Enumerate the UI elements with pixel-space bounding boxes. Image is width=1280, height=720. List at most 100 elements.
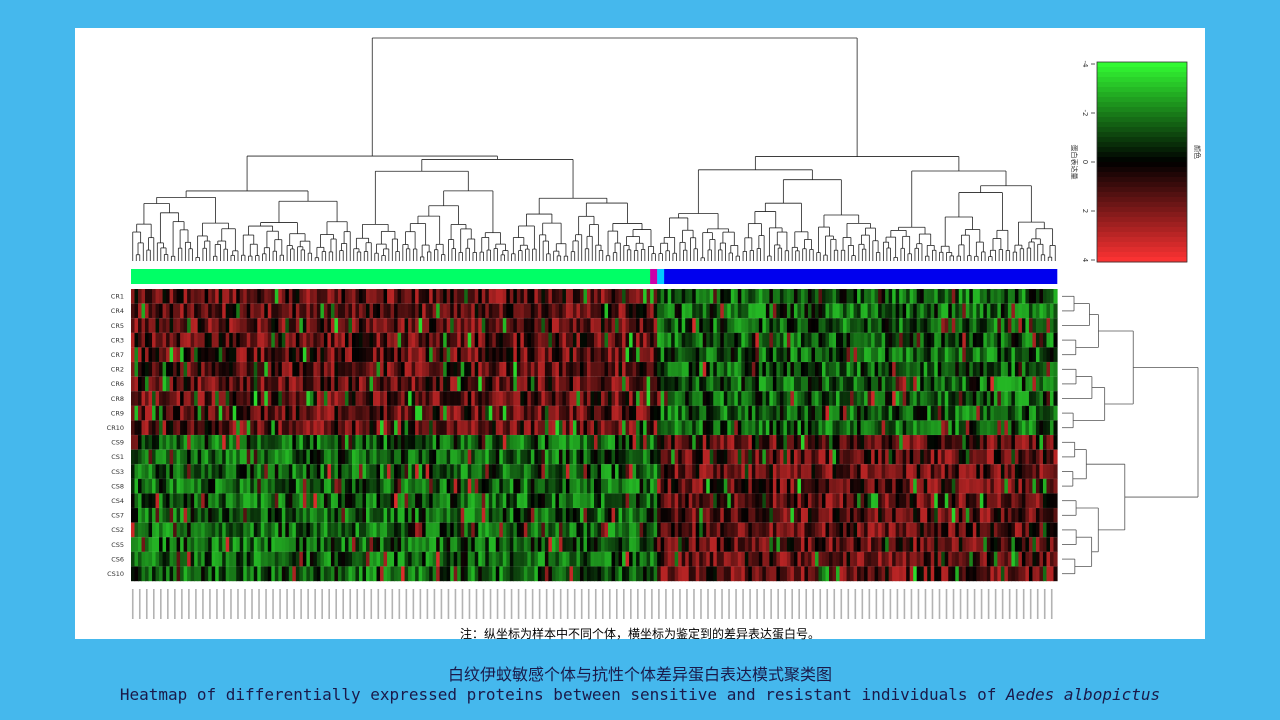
- heatmap-cell: [608, 478, 613, 494]
- heatmap-cell: [762, 332, 767, 348]
- heatmap-cell: [979, 405, 984, 421]
- heatmap-cell: [204, 435, 209, 450]
- heatmap-cell: [506, 420, 511, 436]
- heatmap-cell: [201, 449, 206, 465]
- heatmap-cell: [145, 405, 150, 421]
- heatmap-cell: [232, 449, 237, 465]
- heatmap-cell: [979, 332, 984, 348]
- heatmap-cell: [622, 303, 627, 319]
- heatmap-cell: [821, 405, 827, 421]
- heatmap-cell: [730, 289, 735, 304]
- heatmap-cell: [730, 420, 735, 436]
- heatmap-cell: [306, 362, 311, 377]
- heatmap-cell: [180, 493, 185, 509]
- heatmap-cell: [183, 303, 188, 319]
- heatmap-cell: [250, 318, 255, 333]
- heatmap-cell: [878, 493, 883, 509]
- heatmap-cell: [997, 478, 1002, 494]
- heatmap-cell: [264, 347, 269, 363]
- heatmap-cell: [243, 332, 248, 348]
- heatmap-cell: [358, 508, 364, 523]
- heatmap-cell: [699, 508, 704, 523]
- heatmap-cell: [141, 303, 146, 319]
- heatmap-cell: [702, 449, 707, 465]
- heatmap-cell: [632, 435, 637, 450]
- heatmap-cell: [404, 303, 409, 319]
- heatmap-cell: [576, 362, 581, 377]
- heatmap-cell: [320, 478, 325, 494]
- heatmap-cell: [790, 478, 795, 494]
- heatmap-cell: [288, 435, 293, 450]
- heatmap-cell: [720, 508, 725, 523]
- heatmap-cell: [636, 493, 641, 509]
- heatmap-cell: [415, 449, 420, 465]
- heatmap-cell: [850, 376, 855, 392]
- heatmap-cell: [702, 376, 707, 392]
- heatmap-cell: [990, 391, 995, 406]
- heatmap-cell: [748, 303, 753, 319]
- heatmap-cell: [565, 508, 571, 523]
- heatmap-cell: [590, 289, 595, 304]
- heatmap-cell: [173, 289, 178, 304]
- heatmap-cell: [962, 318, 967, 333]
- heatmap-cell: [825, 435, 830, 450]
- heatmap-cell: [920, 478, 925, 494]
- heatmap-cell: [344, 478, 350, 494]
- heatmap-cell: [688, 303, 693, 319]
- heatmap-cell: [264, 303, 269, 319]
- heatmap-cell: [348, 362, 353, 377]
- heatmap-cell: [579, 435, 585, 450]
- heatmap-cell: [800, 405, 806, 421]
- heatmap-cell: [215, 478, 220, 494]
- heatmap-cell: [793, 303, 799, 319]
- heatmap-cell: [239, 318, 244, 333]
- heatmap-cell: [450, 508, 455, 523]
- heatmap-cell: [208, 478, 213, 494]
- heatmap-cell: [681, 435, 686, 450]
- heatmap-cell: [464, 303, 469, 319]
- heatmap-cell: [544, 405, 549, 421]
- heatmap-cell: [625, 289, 630, 304]
- heatmap-cell: [495, 420, 500, 436]
- heatmap-cell: [306, 493, 311, 509]
- heatmap-cell: [601, 449, 606, 465]
- heatmap-cell: [309, 435, 314, 450]
- heatmap-cell: [797, 318, 802, 333]
- heatmap-cell: [751, 376, 756, 392]
- heatmap-cell: [176, 362, 181, 377]
- heatmap-cell: [502, 303, 507, 319]
- heatmap-cell: [646, 464, 651, 479]
- heatmap-cell: [299, 376, 304, 392]
- heatmap-cell: [351, 332, 357, 348]
- heatmap-cell: [506, 362, 511, 377]
- heatmap-cell: [622, 391, 627, 406]
- heatmap-cell: [176, 289, 181, 304]
- heatmap-cell: [923, 391, 928, 406]
- heatmap-cell: [962, 478, 967, 494]
- heatmap-cell: [341, 289, 346, 304]
- heatmap-cell: [460, 464, 465, 479]
- heatmap-cell: [1039, 449, 1044, 465]
- heatmap-cell: [793, 493, 799, 509]
- heatmap-cell: [846, 318, 851, 333]
- heatmap-cell: [236, 508, 241, 523]
- heatmap-cell: [814, 449, 820, 465]
- heatmap-cell: [825, 347, 830, 363]
- heatmap-cell: [807, 347, 813, 363]
- heatmap-cell: [344, 391, 350, 406]
- heatmap-cell: [232, 478, 237, 494]
- heatmap-cell: [927, 449, 932, 465]
- heatmap-cell: [618, 449, 623, 465]
- heatmap-cell: [537, 435, 542, 450]
- heatmap-cell: [541, 332, 546, 348]
- heatmap-cell: [204, 303, 209, 319]
- heatmap-cell: [920, 435, 925, 450]
- heatmap-cell: [229, 362, 234, 377]
- heatmap-cell: [267, 405, 272, 421]
- heatmap-cell: [215, 391, 220, 406]
- heatmap-cell: [916, 376, 921, 392]
- heatmap-cell: [274, 332, 279, 348]
- heatmap-cell: [341, 318, 346, 333]
- heatmap-cell: [608, 435, 613, 450]
- heatmap-cell: [323, 435, 329, 450]
